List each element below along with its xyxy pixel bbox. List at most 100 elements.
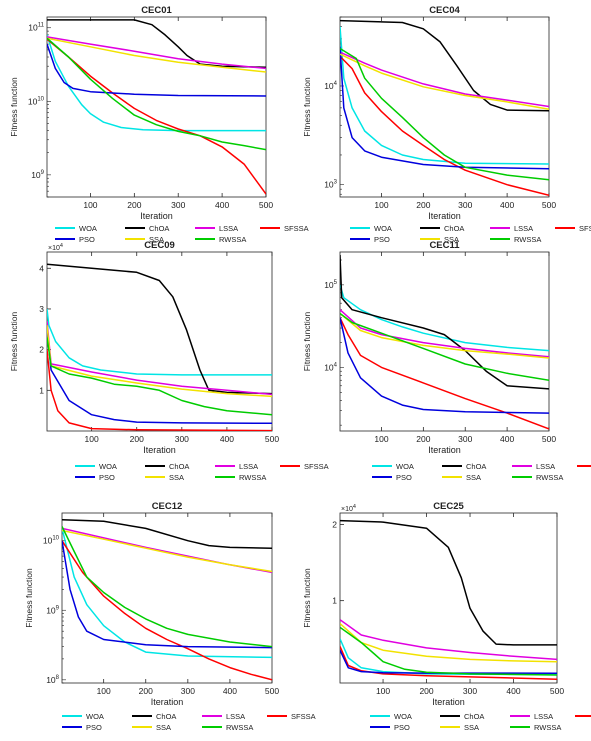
legend-label: ChOA	[466, 462, 486, 471]
y-axis-label: Fitness function	[302, 77, 312, 137]
legend-label: SSA	[156, 723, 171, 732]
chart-title: CEC11	[429, 240, 460, 251]
y-exponent-label: ×104	[48, 243, 63, 252]
legend-label: WOA	[396, 462, 414, 471]
y-tick-label: 104	[324, 362, 337, 372]
x-axis-label: Iteration	[428, 211, 461, 221]
y-tick-label: 109	[31, 170, 44, 180]
x-tick-label: 100	[83, 200, 97, 210]
series-line-choa	[62, 518, 272, 549]
series-line-rwssa	[62, 526, 272, 648]
chart-cec09: 100 200 300 400 500 1 2 3 4 ×104 CEC09 Iteration Fit…	[9, 240, 329, 482]
y-tick-label: 103	[324, 180, 337, 190]
series-line-woa	[47, 308, 272, 376]
series-line-ssa	[340, 53, 549, 111]
legend-item-ssa: SSA	[145, 473, 184, 482]
series-line-woa	[340, 26, 549, 165]
series-line-sfssa	[340, 55, 549, 197]
x-tick-label: 500	[542, 200, 556, 210]
y-tick-label: 1011	[28, 23, 44, 33]
legend-label: WOA	[394, 712, 412, 721]
x-tick-label: 300	[171, 200, 185, 210]
legend-label: PSO	[79, 235, 95, 244]
x-tick-label: 300	[458, 434, 472, 444]
series-line-choa	[47, 263, 272, 395]
legend-label: SSA	[149, 235, 164, 244]
series-line-rwssa	[340, 312, 549, 381]
series-line-sfssa	[47, 349, 272, 431]
chart-cec12: 100 200 300 400 500 108 109 1010 CEC12 Iteration F…	[24, 501, 316, 732]
x-tick-label: 500	[550, 686, 564, 696]
y-tick-label: 1010	[43, 536, 60, 546]
series-lines	[47, 263, 272, 431]
legend-label: LSSA	[219, 224, 238, 233]
legend-item-rwssa: RWSSA	[490, 235, 541, 244]
legend: WOA ChOA LSSA SFSSA PSO SSA RWSSA	[62, 712, 316, 732]
y-tick-label: 108	[46, 675, 59, 685]
series-lines	[62, 518, 272, 681]
x-axis-label: Iteration	[428, 445, 461, 455]
chart-title: CEC25	[433, 501, 464, 512]
legend-label: WOA	[79, 224, 97, 233]
legend-label: RWSSA	[534, 723, 561, 732]
series-line-rwssa	[47, 37, 266, 151]
series-line-sfssa	[62, 540, 272, 681]
legend-item-choa: ChOA	[440, 712, 484, 721]
series-line-lssa	[47, 36, 266, 70]
legend-item-sfssa: SFSSA	[555, 224, 591, 233]
legend-item-rwssa: RWSSA	[512, 473, 563, 482]
series-lines	[47, 19, 266, 195]
x-tick-label: 500	[265, 686, 279, 696]
legend-item-choa: ChOA	[420, 224, 464, 233]
chart-cec01: 100 200 300 400 500 109 1010 1011 CEC01 Iteration…	[9, 5, 309, 244]
series-lines	[340, 254, 549, 430]
series-line-rwssa	[340, 47, 549, 181]
legend: WOA ChOA LSSA SFSSA PSO SSA RWSSA	[350, 224, 591, 244]
x-tick-label: 300	[175, 434, 189, 444]
legend-item-pso: PSO	[75, 473, 115, 482]
x-tick-label: 400	[220, 434, 234, 444]
legend-item-lssa: LSSA	[195, 224, 238, 233]
series-lines	[340, 519, 557, 680]
y-tick-label: 109	[46, 605, 59, 615]
x-tick-label: 200	[130, 434, 144, 444]
y-axis-label: Fitness function	[24, 568, 34, 628]
y-axis-label: Fitness function	[302, 568, 312, 628]
x-tick-label: 100	[97, 686, 111, 696]
series-line-pso	[47, 329, 272, 425]
y-tick-label: 2	[332, 519, 337, 529]
legend-label: LSSA	[226, 712, 245, 721]
x-axis-label: Iteration	[140, 211, 173, 221]
legend-label: ChOA	[444, 224, 464, 233]
x-tick-label: 100	[85, 434, 99, 444]
legend-label: PSO	[99, 473, 115, 482]
legend-label: RWSSA	[226, 723, 253, 732]
legend-label: SSA	[466, 473, 481, 482]
legend-item-pso: PSO	[372, 473, 412, 482]
legend-label: LSSA	[534, 712, 553, 721]
legend-item-ssa: SSA	[440, 723, 479, 732]
legend-label: ChOA	[169, 462, 189, 471]
legend-item-woa: WOA	[372, 462, 414, 471]
legend-item-ssa: SSA	[420, 235, 459, 244]
series-line-choa	[340, 519, 557, 646]
series-line-pso	[340, 46, 549, 170]
y-tick-label: 3	[39, 304, 44, 314]
series-line-choa	[47, 19, 266, 69]
legend-item-lssa: LSSA	[512, 462, 555, 471]
legend-label: SSA	[169, 473, 184, 482]
series-line-sfssa	[47, 38, 266, 195]
chart-cec11: 100 200 300 400 500 104 105 CEC11 Iteration Fitne…	[302, 240, 591, 482]
legend: WOA ChOA LSSA SFSSA PSO SSA RWSSA	[75, 462, 329, 482]
legend-item-rwssa: RWSSA	[510, 723, 561, 732]
y-tick-label: 2	[39, 345, 44, 355]
legend-item-sfssa: SFSSA	[280, 462, 329, 471]
x-tick-label: 500	[542, 434, 556, 444]
series-line-rwssa	[47, 337, 272, 416]
legend-label: PSO	[86, 723, 102, 732]
legend-item-rwssa: RWSSA	[195, 235, 246, 244]
legend-item-choa: ChOA	[442, 462, 486, 471]
legend-label: PSO	[396, 473, 412, 482]
x-tick-label: 100	[374, 200, 388, 210]
legend-item-woa: WOA	[350, 224, 392, 233]
